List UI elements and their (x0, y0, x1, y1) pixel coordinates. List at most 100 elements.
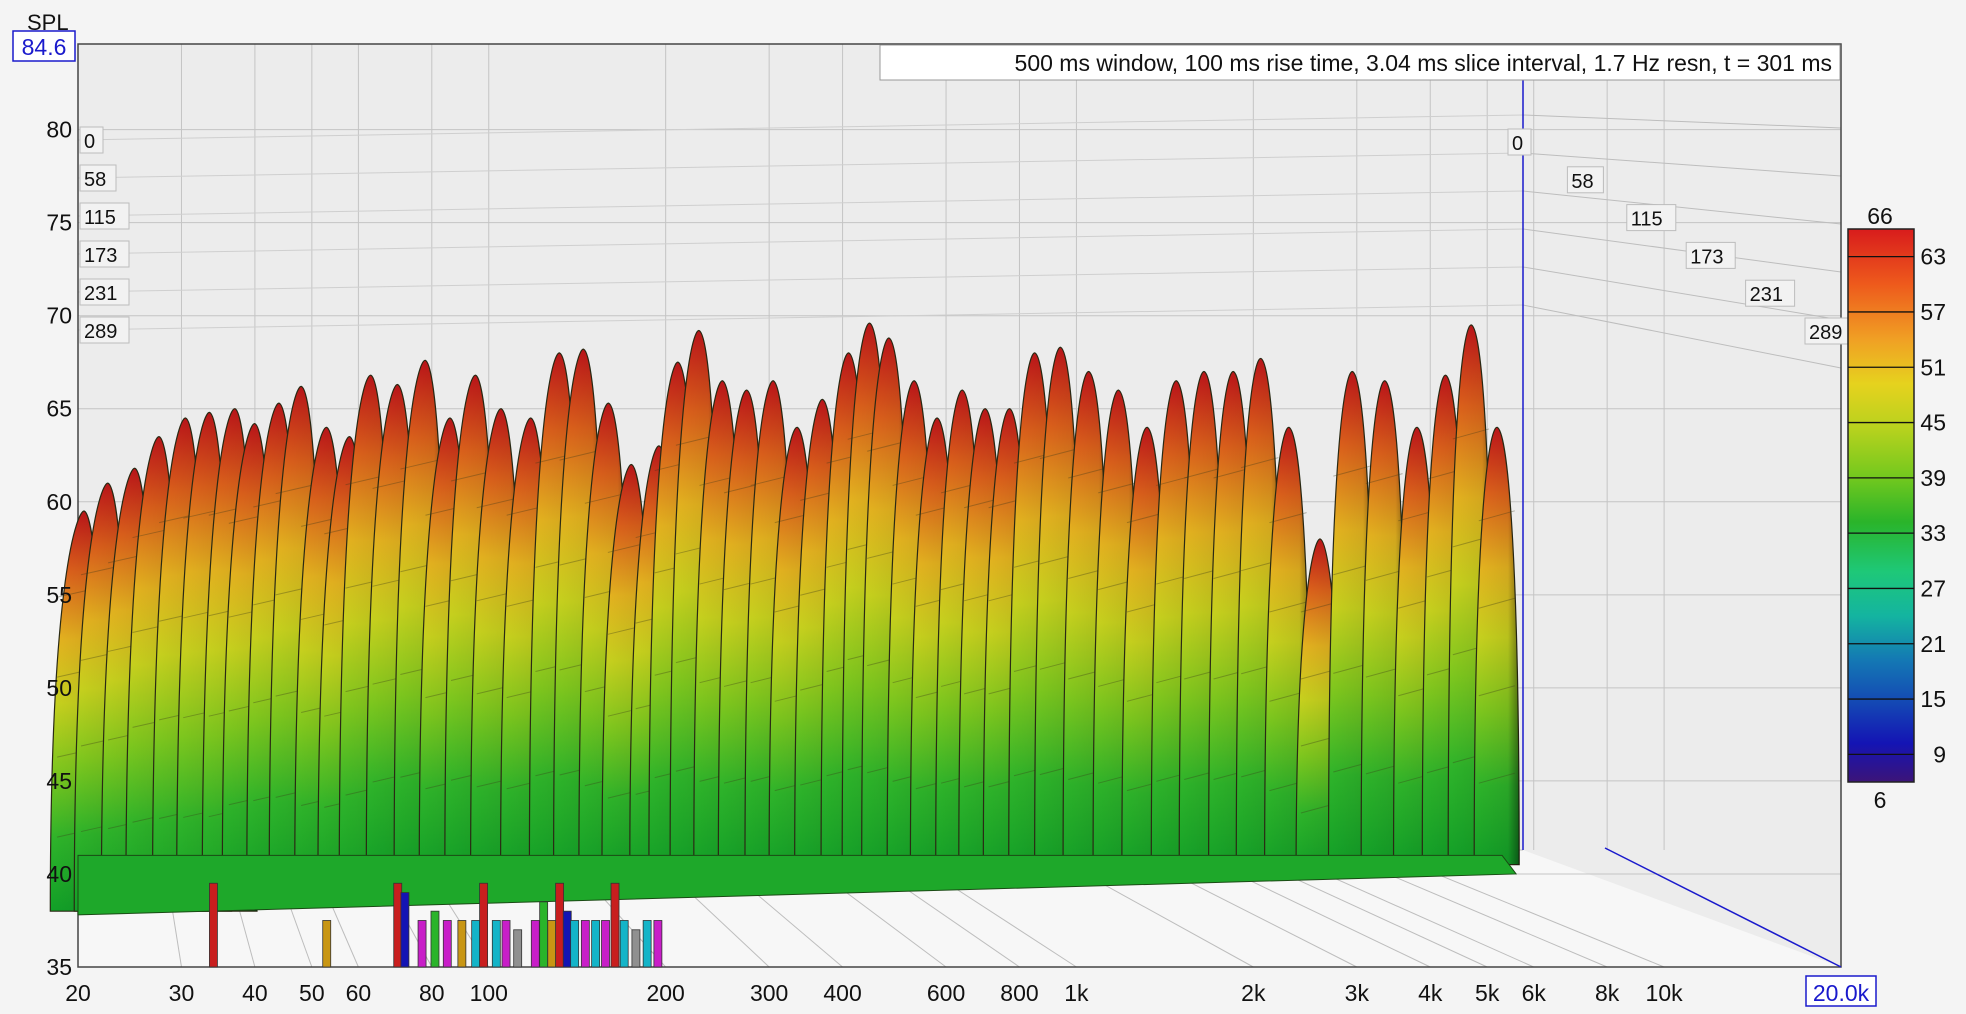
marker-bar (417, 920, 427, 968)
x-tick-label: 50 (299, 980, 325, 1006)
colorbar-tick-label: 57 (1920, 299, 1946, 325)
cursor-floor-line (1604, 847, 1842, 968)
x-tick-label: 2k (1241, 980, 1266, 1006)
colorbar-tick-label: 15 (1920, 686, 1946, 712)
y-tick-label: 75 (46, 210, 72, 236)
x-axis-ticks: 20 30 40 50 60 80 100 200 300 400 600 800 1k 2k 3k 4k 5k… (65, 980, 1683, 1006)
marker-bar (619, 920, 629, 968)
x-tick-label: 800 (1000, 980, 1038, 1006)
x-tick-label: 30 (169, 980, 195, 1006)
y-cursor-value: 84.6 (22, 34, 67, 60)
colorbar-max-label: 66 (1867, 203, 1893, 229)
time-label: 58 (1571, 171, 1593, 193)
marker-bar (570, 920, 580, 968)
marker-bar (631, 929, 641, 968)
x-tick-label: 200 (646, 980, 684, 1006)
x-tick-label: 400 (823, 980, 861, 1006)
marker-bar (601, 920, 610, 968)
marker-bar (555, 882, 565, 968)
x-tick-label: 1k (1064, 980, 1089, 1006)
marker-bar (457, 920, 467, 968)
marker-bar (430, 910, 440, 968)
marker-bar (580, 920, 590, 968)
y-tick-label: 60 (46, 489, 72, 515)
marker-bar (562, 910, 572, 968)
time-axis-lines (77, 114, 1842, 369)
x-cursor-box[interactable] (1805, 975, 1877, 1007)
time-label: 115 (1631, 209, 1663, 231)
y-tick-label: 70 (46, 303, 72, 329)
x-cursor-value: 20.0k (1813, 980, 1870, 1006)
colorbar-tick-label: 45 (1920, 410, 1946, 436)
plot-frame (77, 43, 1842, 968)
title-box (879, 44, 1841, 81)
marker-bar (209, 882, 218, 968)
colorbar-tick-label: 21 (1920, 631, 1946, 657)
x-tick-label: 8k (1595, 980, 1620, 1006)
x-tick-label: 5k (1475, 980, 1500, 1006)
x-tick-label: 60 (346, 980, 372, 1006)
x-tick-label: 20 (65, 980, 91, 1006)
time-label: 289 (1809, 322, 1842, 344)
chart-title: 500 ms window, 100 ms rise time, 3.04 ms… (1015, 50, 1832, 76)
y-tick-label: 45 (46, 768, 72, 794)
colorbar-tick-label: 27 (1920, 575, 1946, 601)
y-cursor-box[interactable] (12, 30, 76, 62)
x-tick-label: 80 (419, 980, 445, 1006)
colorbar-tick-label: 9 (1933, 741, 1946, 767)
ridge (1473, 426, 1520, 866)
marker-bar (400, 892, 410, 968)
colorbar-tick-label: 51 (1920, 354, 1946, 380)
marker-bar (442, 920, 452, 968)
time-label: 173 (1690, 246, 1723, 268)
x-tick-label: 100 (470, 980, 508, 1006)
colorbar-tick-label: 63 (1920, 244, 1946, 270)
colorbar-ticks: 63 57 51 45 39 33 27 21 15 9 (1848, 244, 1946, 767)
time-label: 231 (1750, 284, 1783, 306)
time-label: 58 (84, 169, 106, 191)
marker-bar (501, 920, 511, 968)
y-tick-label: 35 (46, 954, 72, 980)
waterfall-ridges (49, 322, 1520, 916)
low-frequency-markers (209, 882, 663, 968)
marker-bar (530, 920, 540, 968)
time-labels-right: 0 58 115 173 231 289 (1507, 128, 1855, 345)
marker-bar (653, 920, 663, 968)
surface-floor (77, 854, 1518, 916)
y-tick-label: 50 (46, 675, 72, 701)
time-label: 0 (1512, 133, 1523, 155)
x-tick-label: 6k (1522, 980, 1547, 1006)
marker-bar (591, 920, 601, 968)
marker-bar (322, 920, 332, 968)
marker-bar (491, 920, 501, 968)
x-tick-label: 40 (242, 980, 268, 1006)
colorbar (1847, 228, 1915, 783)
marker-bar (479, 882, 489, 968)
marker-bar (642, 920, 652, 968)
time-label: 231 (84, 283, 117, 305)
x-tick-label: 4k (1418, 980, 1443, 1006)
x-tick-label: 3k (1345, 980, 1370, 1006)
y-tick-label: 80 (46, 117, 72, 143)
time-label: 0 (84, 131, 95, 153)
x-tick-label: 300 (750, 980, 788, 1006)
y-tick-label: 65 (46, 396, 72, 422)
x-tick-label: 10k (1646, 980, 1684, 1006)
y-tick-label: 40 (46, 861, 72, 887)
y-tick-label: 55 (46, 582, 72, 608)
time-labels-left: 0 58 115 173 231 289 (79, 126, 130, 344)
colorbar-tick-label: 39 (1920, 465, 1946, 491)
colorbar-min-label: 6 (1874, 787, 1887, 813)
y-axis-ticks: 80 75 70 65 60 55 50 45 40 35 (46, 117, 72, 980)
x-tick-label: 600 (927, 980, 965, 1006)
marker-bar (471, 920, 481, 968)
marker-bar (547, 920, 557, 968)
marker-bar (610, 882, 620, 968)
marker-bar (539, 901, 549, 968)
colorbar-tick-label: 33 (1920, 520, 1946, 546)
marker-bar (513, 929, 523, 968)
time-label: 115 (84, 207, 116, 229)
time-label: 289 (84, 321, 117, 343)
time-label: 173 (84, 245, 117, 267)
